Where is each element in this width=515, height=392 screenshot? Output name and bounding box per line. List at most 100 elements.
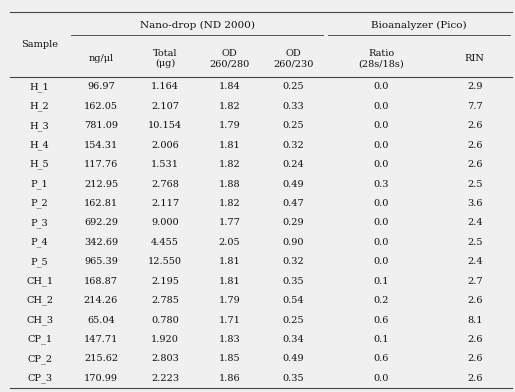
Text: 9.000: 9.000: [151, 218, 179, 227]
Text: 781.09: 781.09: [84, 121, 118, 130]
Text: 0.24: 0.24: [283, 160, 304, 169]
Text: 154.31: 154.31: [84, 141, 118, 150]
Text: 1.77: 1.77: [218, 218, 240, 227]
Text: 0.90: 0.90: [283, 238, 304, 247]
Text: ng/μl: ng/μl: [89, 54, 113, 63]
Text: 0.25: 0.25: [283, 121, 304, 130]
Text: 2.006: 2.006: [151, 141, 179, 150]
Text: 2.6: 2.6: [467, 335, 483, 344]
Text: Sample: Sample: [21, 40, 58, 49]
Text: 1.82: 1.82: [218, 102, 240, 111]
Text: 0.49: 0.49: [283, 180, 304, 189]
Text: 0.32: 0.32: [283, 141, 304, 150]
Text: 0.2: 0.2: [373, 296, 389, 305]
Text: 147.71: 147.71: [84, 335, 118, 344]
Text: 170.99: 170.99: [84, 374, 118, 383]
Text: 0.35: 0.35: [283, 277, 304, 286]
Text: 0.6: 0.6: [373, 316, 389, 325]
Text: 1.84: 1.84: [218, 82, 240, 91]
Text: 4.455: 4.455: [151, 238, 179, 247]
Text: 1.81: 1.81: [218, 257, 240, 266]
Text: 1.79: 1.79: [218, 296, 240, 305]
Text: 2.6: 2.6: [467, 374, 483, 383]
Text: 1.79: 1.79: [218, 121, 240, 130]
Text: 342.69: 342.69: [84, 238, 118, 247]
Text: CH_2: CH_2: [26, 296, 53, 305]
Text: 0.54: 0.54: [283, 296, 304, 305]
Text: CH_1: CH_1: [26, 276, 53, 286]
Text: 162.05: 162.05: [84, 102, 118, 111]
Text: 0.780: 0.780: [151, 316, 179, 325]
Text: 10.154: 10.154: [148, 121, 182, 130]
Text: 1.82: 1.82: [218, 199, 240, 208]
Text: 0.0: 0.0: [373, 160, 389, 169]
Text: 2.7: 2.7: [467, 277, 483, 286]
Text: 2.6: 2.6: [467, 160, 483, 169]
Text: 0.0: 0.0: [373, 102, 389, 111]
Text: 2.785: 2.785: [151, 296, 179, 305]
Text: 2.6: 2.6: [467, 296, 483, 305]
Text: 0.0: 0.0: [373, 121, 389, 130]
Text: 0.0: 0.0: [373, 82, 389, 91]
Text: 117.76: 117.76: [84, 160, 118, 169]
Text: 2.107: 2.107: [151, 102, 179, 111]
Text: 1.71: 1.71: [218, 316, 240, 325]
Text: 3.6: 3.6: [467, 199, 483, 208]
Text: P_3: P_3: [31, 218, 48, 228]
Text: 0.25: 0.25: [283, 82, 304, 91]
Text: P_5: P_5: [31, 257, 48, 267]
Text: 2.223: 2.223: [151, 374, 179, 383]
Text: 0.25: 0.25: [283, 316, 304, 325]
Text: 2.4: 2.4: [467, 257, 483, 266]
Text: 212.95: 212.95: [84, 180, 118, 189]
Text: 1.920: 1.920: [151, 335, 179, 344]
Text: 2.9: 2.9: [467, 82, 483, 91]
Text: 0.34: 0.34: [283, 335, 304, 344]
Text: OD
260/230: OD 260/230: [273, 49, 314, 68]
Text: 2.803: 2.803: [151, 354, 179, 363]
Text: 1.88: 1.88: [218, 180, 240, 189]
Text: 2.4: 2.4: [467, 218, 483, 227]
Text: 965.39: 965.39: [84, 257, 118, 266]
Text: 0.35: 0.35: [283, 374, 304, 383]
Text: 214.26: 214.26: [84, 296, 118, 305]
Text: P_2: P_2: [31, 199, 48, 209]
Text: Nano-drop (ND 2000): Nano-drop (ND 2000): [140, 21, 255, 31]
Text: H_4: H_4: [30, 140, 49, 150]
Text: 692.29: 692.29: [84, 218, 118, 227]
Text: 0.0: 0.0: [373, 374, 389, 383]
Text: 162.81: 162.81: [84, 199, 118, 208]
Text: 0.47: 0.47: [283, 199, 304, 208]
Text: 0.29: 0.29: [283, 218, 304, 227]
Text: 1.81: 1.81: [218, 277, 240, 286]
Text: P_4: P_4: [31, 238, 48, 247]
Text: 0.1: 0.1: [373, 335, 389, 344]
Text: 0.0: 0.0: [373, 218, 389, 227]
Text: 0.49: 0.49: [283, 354, 304, 363]
Text: 0.1: 0.1: [373, 277, 389, 286]
Text: RIN: RIN: [465, 54, 485, 63]
Text: H_3: H_3: [30, 121, 49, 131]
Text: 1.164: 1.164: [151, 82, 179, 91]
Text: 0.0: 0.0: [373, 141, 389, 150]
Text: H_5: H_5: [30, 160, 49, 169]
Text: 12.550: 12.550: [148, 257, 182, 266]
Text: CP_1: CP_1: [27, 335, 52, 344]
Text: 2.195: 2.195: [151, 277, 179, 286]
Text: 2.5: 2.5: [467, 180, 483, 189]
Text: 0.0: 0.0: [373, 257, 389, 266]
Text: 1.81: 1.81: [218, 141, 240, 150]
Text: CP_3: CP_3: [27, 374, 52, 383]
Text: 215.62: 215.62: [84, 354, 118, 363]
Text: 0.6: 0.6: [373, 354, 389, 363]
Text: 0.0: 0.0: [373, 238, 389, 247]
Text: 2.6: 2.6: [467, 354, 483, 363]
Text: H_1: H_1: [30, 82, 49, 92]
Text: 7.7: 7.7: [467, 102, 483, 111]
Text: 0.32: 0.32: [283, 257, 304, 266]
Text: 2.117: 2.117: [151, 199, 179, 208]
Text: 168.87: 168.87: [84, 277, 118, 286]
Text: OD
260/280: OD 260/280: [209, 49, 249, 68]
Text: 0.3: 0.3: [373, 180, 389, 189]
Text: 1.85: 1.85: [218, 354, 240, 363]
